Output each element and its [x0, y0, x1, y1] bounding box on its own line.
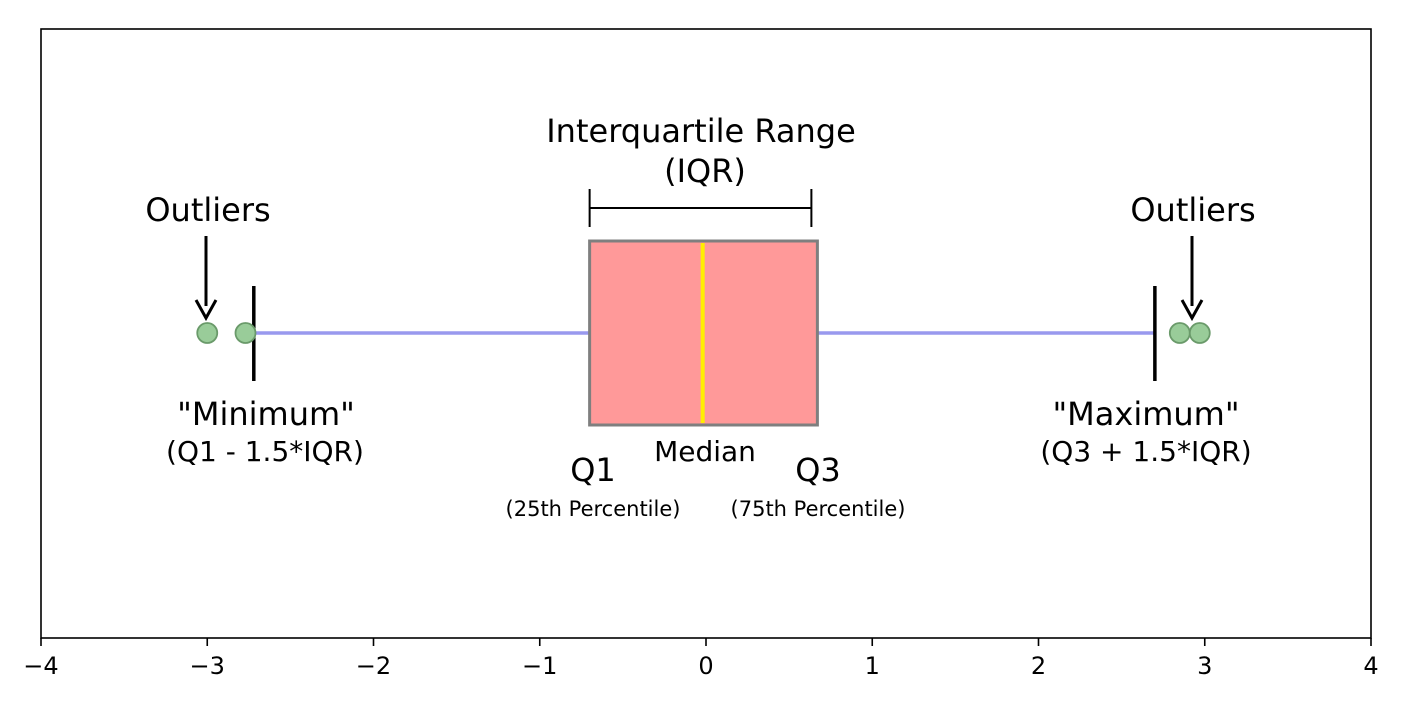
iqr-bracket	[588, 189, 813, 227]
iqr-abbrev: (IQR)	[664, 152, 746, 190]
outlier-points	[196, 322, 1211, 344]
outlier-point	[196, 322, 219, 344]
outlier-point	[234, 322, 257, 344]
x-tick-label: −4	[23, 652, 58, 680]
x-tick-label: 3	[1197, 652, 1212, 680]
x-tick-label: −1	[522, 652, 557, 680]
outliers-label-right: Outliers	[1130, 191, 1255, 229]
q1-label: Q1	[570, 451, 616, 489]
outlier-point	[1188, 322, 1211, 344]
outliers-label-left: Outliers	[145, 191, 270, 229]
x-tick-label: 0	[698, 652, 713, 680]
q1-description: (25th Percentile)	[506, 497, 681, 521]
outlier-arrow-left	[194, 236, 218, 322]
minimum-formula: (Q1 - 1.5*IQR)	[166, 435, 364, 468]
maximum-title: "Maximum"	[1052, 395, 1239, 433]
outlier-point	[1168, 322, 1191, 344]
x-axis: −4 −3 −2 −1 0 1 2 3 4	[23, 638, 1379, 680]
x-tick-label: −2	[356, 652, 391, 680]
minimum-title: "Minimum"	[177, 395, 355, 433]
x-tick-label: 2	[1031, 652, 1046, 680]
maximum-formula: (Q3 + 1.5*IQR)	[1040, 435, 1251, 468]
x-tick-label: −3	[190, 652, 225, 680]
q3-description: (75th Percentile)	[731, 497, 906, 521]
iqr-title: Interquartile Range	[546, 112, 856, 150]
x-tick-label: 1	[865, 652, 880, 680]
q3-label: Q3	[795, 451, 841, 489]
median-label: Median	[654, 435, 756, 468]
outlier-arrow-right	[1180, 236, 1204, 322]
x-tick-label: 4	[1363, 652, 1378, 680]
